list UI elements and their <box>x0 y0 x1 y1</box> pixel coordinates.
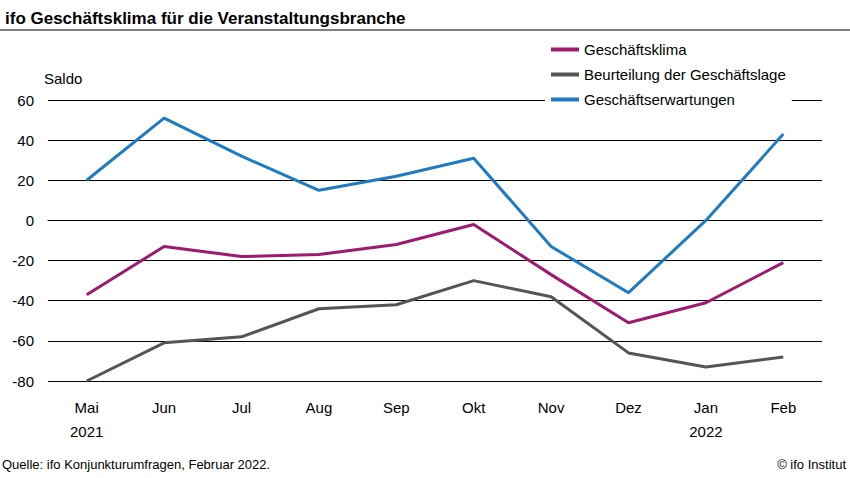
svg-text:-60: -60 <box>12 332 34 349</box>
svg-text:-20: -20 <box>12 252 34 269</box>
svg-text:Beurteilung der Geschäftslage: Beurteilung der Geschäftslage <box>584 66 786 83</box>
svg-text:ifo Geschäftsklima für die Ver: ifo Geschäftsklima für die Veranstaltung… <box>5 9 406 28</box>
svg-text:0: 0 <box>26 212 34 229</box>
svg-text:© ifo Institut: © ifo Institut <box>777 457 846 472</box>
svg-text:2021: 2021 <box>70 423 103 440</box>
svg-text:Jul: Jul <box>232 399 251 416</box>
svg-text:Quelle: ifo Konjunkturumfragen: Quelle: ifo Konjunkturumfragen, Februar … <box>2 457 270 472</box>
svg-text:Okt: Okt <box>462 399 486 416</box>
svg-text:Saldo: Saldo <box>44 70 82 87</box>
svg-text:Mai: Mai <box>75 399 99 416</box>
svg-text:40: 40 <box>17 132 34 149</box>
svg-text:-80: -80 <box>12 373 34 390</box>
svg-text:Feb: Feb <box>770 399 796 416</box>
svg-text:2022: 2022 <box>689 423 722 440</box>
svg-text:Nov: Nov <box>538 399 565 416</box>
svg-text:Dez: Dez <box>615 399 642 416</box>
svg-text:Aug: Aug <box>306 399 333 416</box>
svg-text:Sep: Sep <box>383 399 410 416</box>
svg-text:-40: -40 <box>12 292 34 309</box>
svg-text:20: 20 <box>17 172 34 189</box>
svg-text:Jun: Jun <box>152 399 176 416</box>
svg-text:60: 60 <box>17 92 34 109</box>
svg-text:Geschäftserwartungen: Geschäftserwartungen <box>584 91 735 108</box>
svg-text:Jan: Jan <box>694 399 718 416</box>
svg-text:Geschäftsklima: Geschäftsklima <box>584 41 687 58</box>
